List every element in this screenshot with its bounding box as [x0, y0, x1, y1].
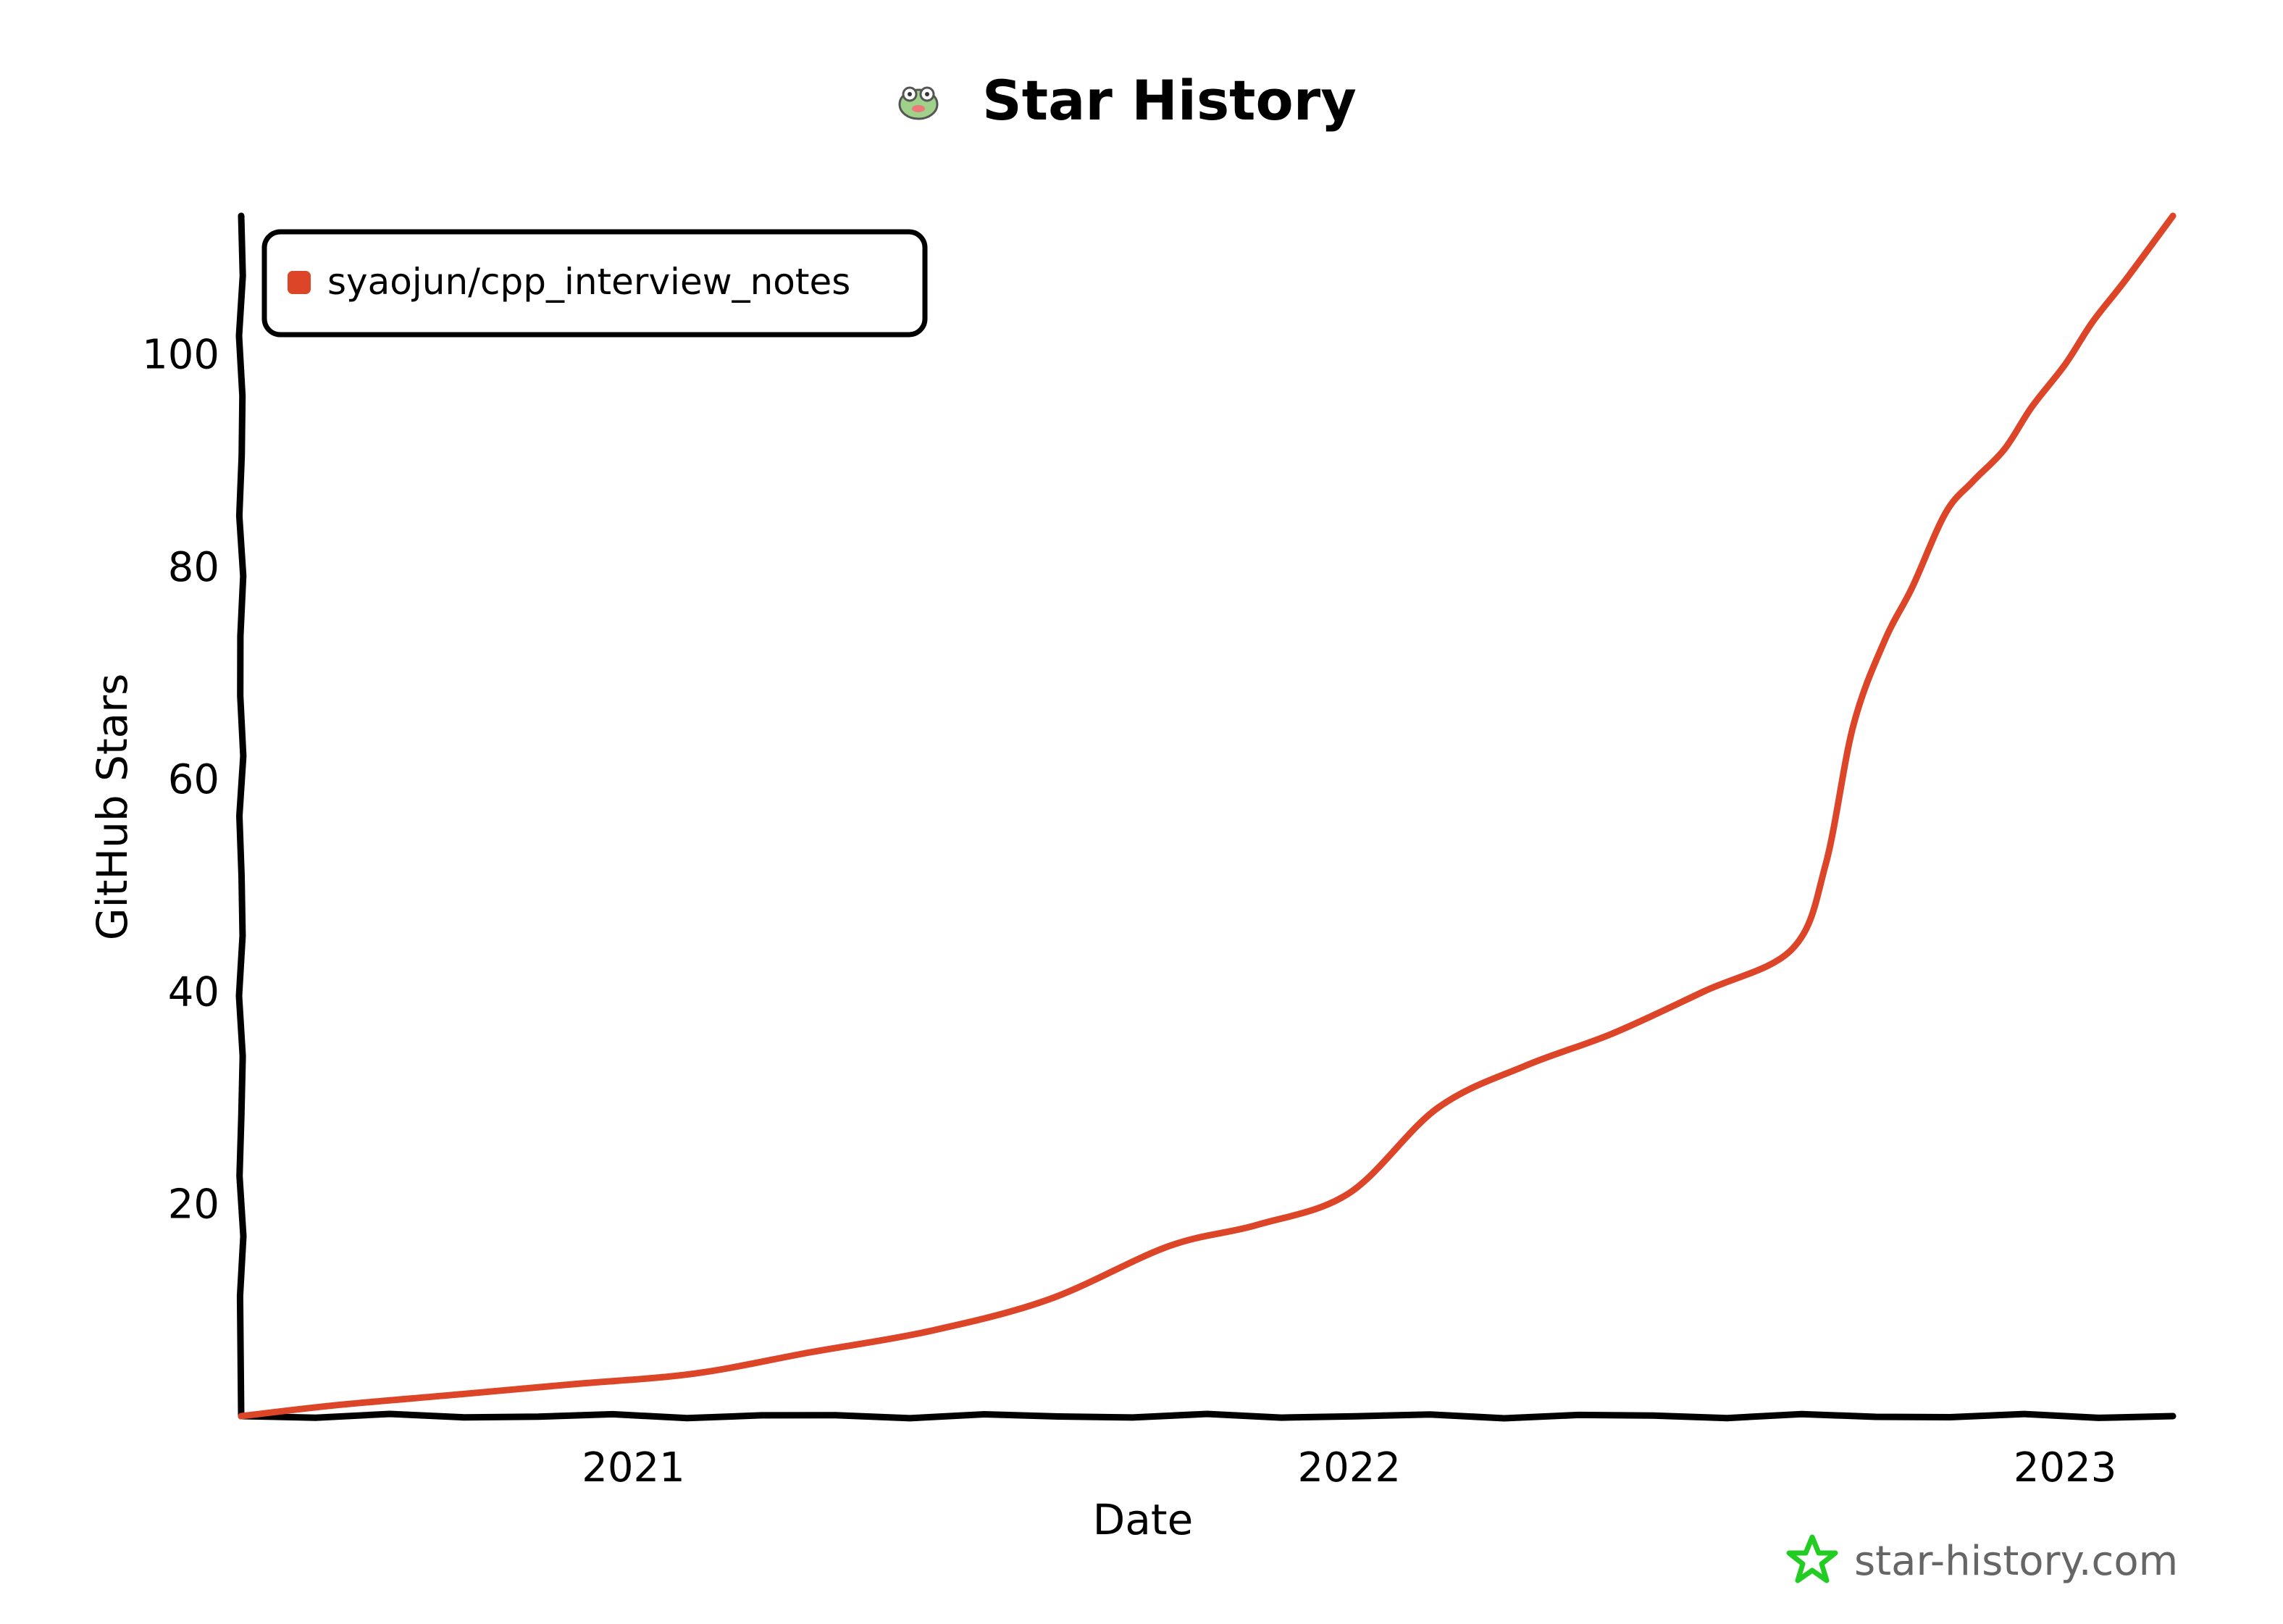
star-icon — [1786, 1534, 1838, 1583]
legend: syaojun/cpp_interview_notes — [261, 229, 928, 338]
x-tick-label: 2023 — [2014, 1444, 2117, 1491]
y-axis-line — [235, 212, 247, 1420]
y-tick-label: 100 — [142, 332, 219, 379]
series-line-cpp-interview-notes — [238, 212, 2177, 1420]
x-tick-labels: 2021 2022 2023 — [582, 1444, 2116, 1491]
y-axis-title: GitHub Stars — [88, 674, 137, 941]
y-tick-label: 40 — [168, 968, 219, 1016]
x-axis-line — [238, 1410, 2177, 1422]
chart-title-text: Star History — [982, 68, 1357, 133]
legend-label: syaojun/cpp_interview_notes — [327, 261, 850, 303]
legend-box — [261, 229, 928, 338]
watermark-text: star-history.com — [1854, 1538, 2178, 1585]
x-tick-label: 2021 — [582, 1444, 685, 1491]
frog-mascot-icon — [898, 86, 939, 120]
y-tick-label: 60 — [168, 756, 219, 803]
chart-title: Star History — [898, 68, 1357, 133]
legend-swatch — [288, 271, 311, 294]
x-axis-title: Date — [1093, 1495, 1194, 1544]
y-tick-label: 20 — [168, 1181, 219, 1229]
watermark[interactable]: star-history.com — [1786, 1534, 2178, 1585]
y-tick-labels: 20 40 60 80 100 — [142, 332, 219, 1229]
y-tick-label: 80 — [168, 544, 219, 591]
x-tick-label: 2022 — [1298, 1444, 1402, 1491]
